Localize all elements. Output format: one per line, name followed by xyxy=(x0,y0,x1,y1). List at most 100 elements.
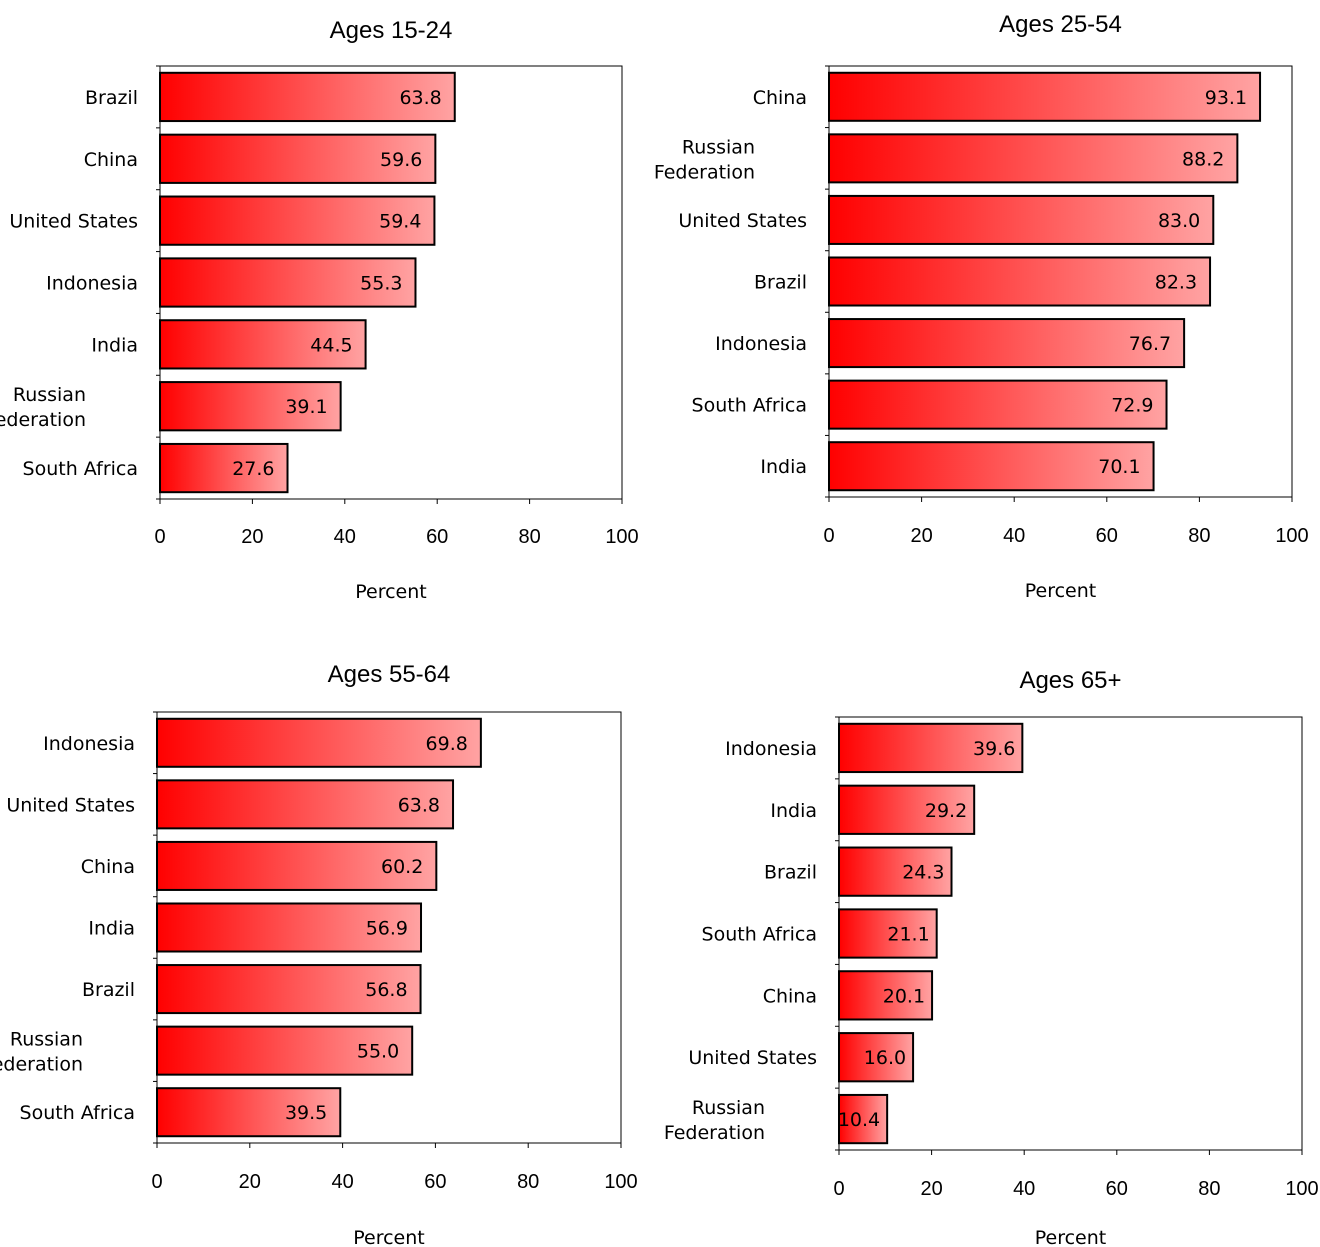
category-label: China xyxy=(81,856,135,878)
x-tick-label: 20 xyxy=(239,1171,261,1193)
x-tick-label: 60 xyxy=(1106,1178,1128,1200)
x-tick-label: 0 xyxy=(823,525,834,547)
bar xyxy=(838,908,938,959)
x-tick-label: 80 xyxy=(1188,525,1210,547)
bar xyxy=(828,379,1168,430)
x-tick-label: 60 xyxy=(1096,525,1118,547)
category-label: Indonesia xyxy=(725,738,817,760)
bar-value-label: 24.3 xyxy=(902,862,944,884)
x-tick-label: 40 xyxy=(1003,525,1025,547)
bar-value-label: 39.1 xyxy=(285,396,327,418)
bar xyxy=(828,133,1239,184)
bar xyxy=(838,1093,889,1145)
x-tick-label: 60 xyxy=(424,1171,446,1193)
x-tick-label: 40 xyxy=(331,1171,353,1193)
x-tick-label: 40 xyxy=(1013,1178,1035,1200)
bar xyxy=(159,442,289,494)
bar-value-label: 21.1 xyxy=(887,924,929,946)
bar xyxy=(828,441,1155,492)
bar xyxy=(838,970,934,1021)
x-axis-label: Percent xyxy=(353,1227,425,1247)
x-tick-label: 100 xyxy=(605,526,638,548)
bar-value-label: 39.5 xyxy=(285,1102,327,1124)
bar xyxy=(159,195,436,246)
category-label: India xyxy=(91,334,138,356)
category-label: Indonesia xyxy=(46,273,138,295)
bar-value-label: 83.0 xyxy=(1158,210,1200,232)
bar-value-label: 76.7 xyxy=(1129,333,1171,355)
chart-title: Ages 15-24 xyxy=(330,17,453,44)
bar xyxy=(156,964,422,1015)
x-tick-label: 100 xyxy=(1275,525,1308,547)
category-label: United States xyxy=(9,211,138,233)
bar-value-label: 63.8 xyxy=(399,87,441,109)
bar xyxy=(828,256,1212,307)
category-label: South Africa xyxy=(23,458,138,480)
bar xyxy=(828,194,1215,245)
bar xyxy=(156,902,423,953)
category-label: India xyxy=(760,456,807,478)
category-label: Brazil xyxy=(82,979,135,1001)
x-tick-label: 60 xyxy=(426,526,448,548)
category-label: Indonesia xyxy=(715,333,807,355)
category-label: South Africa xyxy=(20,1102,135,1124)
x-axis-label: Percent xyxy=(1025,580,1097,602)
bar-value-label: 59.6 xyxy=(380,149,422,171)
x-tick-label: 80 xyxy=(517,1171,539,1193)
bar-value-label: 93.1 xyxy=(1205,87,1247,109)
category-label: India xyxy=(88,918,135,940)
bar xyxy=(159,133,437,184)
bar-value-label: 27.6 xyxy=(232,458,274,480)
category-label: Brazil xyxy=(754,272,807,294)
bar xyxy=(838,846,953,897)
bar xyxy=(838,1032,915,1083)
bar-value-label: 69.8 xyxy=(426,733,468,755)
bar-value-label: 88.2 xyxy=(1182,148,1224,170)
bar-value-label: 55.0 xyxy=(357,1041,399,1063)
bar xyxy=(828,71,1262,122)
bar-value-label: 60.2 xyxy=(381,856,423,878)
bar xyxy=(156,717,482,768)
bar-value-label: 56.9 xyxy=(366,918,408,940)
category-label: Brazil xyxy=(764,862,817,884)
x-axis-label: Percent xyxy=(355,581,427,603)
bar-value-label: 10.4 xyxy=(838,1109,880,1131)
category-label: India xyxy=(770,800,817,822)
x-tick-label: 20 xyxy=(910,525,932,547)
x-tick-label: 0 xyxy=(154,526,165,548)
bar xyxy=(159,257,417,308)
bar-value-label: 44.5 xyxy=(310,334,352,356)
bar-value-label: 16.0 xyxy=(864,1047,906,1069)
chart-title: Ages 55-64 xyxy=(328,661,451,688)
x-tick-label: 80 xyxy=(518,526,540,548)
bar xyxy=(156,779,455,830)
bar xyxy=(838,722,1024,774)
bar xyxy=(156,1025,414,1076)
bar-value-label: 70.1 xyxy=(1098,456,1140,478)
bar xyxy=(156,1087,342,1138)
bar-value-label: 82.3 xyxy=(1155,272,1197,294)
bar-value-label: 39.6 xyxy=(973,738,1015,760)
x-tick-label: 20 xyxy=(920,1178,942,1200)
x-tick-label: 0 xyxy=(151,1171,162,1193)
bar-value-label: 63.8 xyxy=(398,794,440,816)
category-label: United States xyxy=(678,210,807,232)
category-label: South Africa xyxy=(692,395,807,417)
bar-value-label: 20.1 xyxy=(883,985,925,1007)
bar-value-label: 72.9 xyxy=(1111,395,1153,417)
x-tick-label: 80 xyxy=(1198,1178,1220,1200)
bar xyxy=(156,840,438,891)
bar-value-label: 59.4 xyxy=(379,211,421,233)
bar-value-label: 56.8 xyxy=(365,979,407,1001)
category-label: South Africa xyxy=(702,924,817,946)
x-tick-label: 20 xyxy=(241,526,263,548)
x-tick-label: 100 xyxy=(604,1171,637,1193)
x-tick-label: 0 xyxy=(833,1178,844,1200)
bar xyxy=(159,319,367,370)
chart-title: Ages 65+ xyxy=(1019,667,1121,694)
